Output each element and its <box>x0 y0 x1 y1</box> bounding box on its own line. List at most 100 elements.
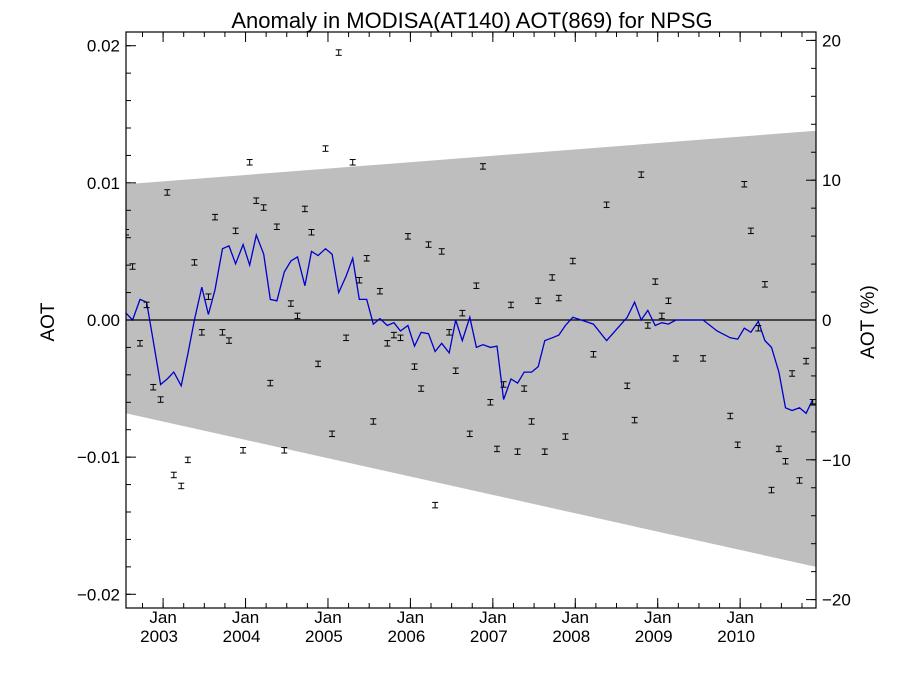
data-point <box>541 448 548 455</box>
data-point <box>768 486 775 494</box>
data-point <box>658 312 665 320</box>
data-point <box>390 331 397 339</box>
x-tick-year-label: 2009 <box>635 627 673 646</box>
data-point <box>404 233 411 240</box>
data-point <box>205 293 212 300</box>
y-tick-label: 0.01 <box>87 174 120 193</box>
chart-title: Anomaly in MODISA(AT140) AOT(869) for NP… <box>231 8 712 33</box>
x-tick-year-label: 2008 <box>552 627 590 646</box>
y2-tick-label: −20 <box>822 591 851 610</box>
data-point <box>789 370 796 377</box>
data-point <box>747 227 754 235</box>
data-point <box>418 385 425 392</box>
x-tick-month-label: Jan <box>644 608 671 627</box>
data-point <box>796 477 803 484</box>
data-point <box>528 418 535 425</box>
data-point <box>178 482 185 490</box>
data-point <box>507 301 514 309</box>
data-point <box>363 255 370 262</box>
data-point <box>700 355 707 362</box>
x-tick-year-label: 2010 <box>717 627 755 646</box>
data-point <box>273 223 280 230</box>
x-tick-month-label: Jan <box>397 608 424 627</box>
plot-area: −0.02−0.010.000.010.02−20−1001020Jan2003… <box>77 31 851 646</box>
data-point <box>665 297 672 305</box>
data-point <box>432 501 439 509</box>
y2-tick-label: −10 <box>822 451 851 470</box>
data-point <box>755 324 762 332</box>
data-point <box>734 441 741 449</box>
data-point <box>219 329 226 336</box>
data-point <box>438 248 445 255</box>
y2-tick-label: 10 <box>822 171 841 190</box>
x-tick-year-label: 2006 <box>387 627 425 646</box>
x-tick-month-label: Jan <box>726 608 753 627</box>
data-point <box>226 337 233 344</box>
data-point <box>562 433 569 440</box>
data-point <box>157 396 164 403</box>
running-mean-line <box>126 232 814 415</box>
x-tick-year-label: 2003 <box>140 627 178 646</box>
data-point <box>232 227 239 235</box>
data-point <box>446 329 453 336</box>
data-point <box>493 445 500 453</box>
data-group <box>126 49 816 567</box>
data-point <box>137 340 144 347</box>
data-point <box>267 379 274 387</box>
data-point <box>425 241 432 248</box>
data-point <box>315 360 322 368</box>
y2-tick-label: 0 <box>822 311 831 330</box>
x-tick-year-label: 2007 <box>470 627 508 646</box>
data-point <box>631 416 638 424</box>
data-point <box>624 382 631 390</box>
x-tick-month-label: Jan <box>149 608 176 627</box>
data-point <box>376 287 383 295</box>
data-point <box>129 263 136 270</box>
data-point <box>782 458 789 465</box>
data-point <box>411 363 418 370</box>
data-point <box>761 281 768 288</box>
data-point <box>198 329 205 336</box>
data-point <box>459 309 466 317</box>
data-point <box>644 322 651 329</box>
data-point <box>370 418 377 425</box>
data-point <box>479 163 486 170</box>
data-point <box>652 278 659 285</box>
x-tick-year-label: 2005 <box>305 627 343 646</box>
data-point <box>253 197 260 204</box>
data-point <box>535 297 542 305</box>
data-point <box>260 204 267 211</box>
data-point <box>184 456 191 464</box>
data-point <box>521 385 528 392</box>
y-tick-label: −0.01 <box>77 448 120 467</box>
y2-axis-label: AOT (%) <box>858 285 879 359</box>
x-tick-month-label: Jan <box>314 608 341 627</box>
data-point <box>775 445 782 453</box>
y-axis-label: AOT <box>38 302 59 341</box>
data-point <box>803 357 810 365</box>
data-point <box>335 49 342 56</box>
data-point <box>466 430 473 438</box>
x-tick-month-label: Jan <box>479 608 506 627</box>
data-point <box>150 383 157 391</box>
x-tick-year-label: 2004 <box>223 627 261 646</box>
data-point <box>741 180 748 188</box>
data-point <box>143 301 150 309</box>
data-point <box>329 430 336 438</box>
data-point <box>164 189 171 196</box>
data-point <box>514 448 521 455</box>
y2-tick-label: 20 <box>822 31 841 50</box>
data-point <box>287 300 294 307</box>
data-point <box>569 257 576 265</box>
data-point <box>281 447 288 454</box>
x-tick-month-label: Jan <box>562 608 589 627</box>
data-point <box>487 399 494 406</box>
y-tick-label: −0.02 <box>77 585 120 604</box>
data-point <box>549 274 556 281</box>
data-point <box>397 334 404 342</box>
data-point <box>356 276 363 284</box>
data-point <box>301 205 308 213</box>
data-point <box>240 447 247 454</box>
x-tick-month-label: Jan <box>232 608 259 627</box>
